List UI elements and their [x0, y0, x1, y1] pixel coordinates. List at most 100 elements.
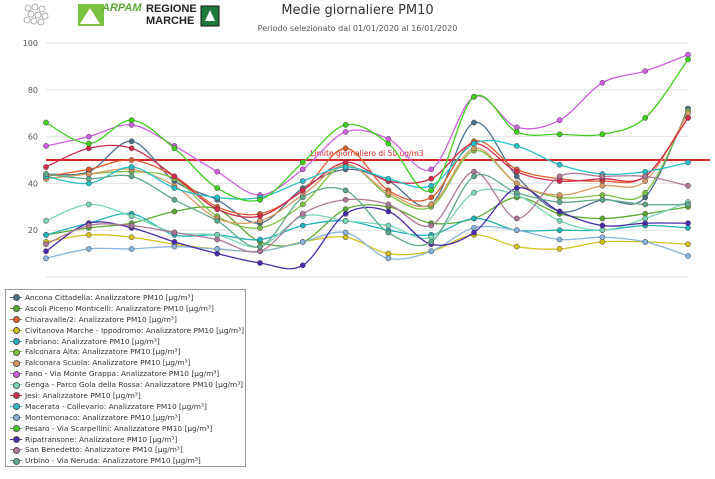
arpam-logo-icon — [78, 4, 104, 26]
data-point-14-3 — [171, 229, 178, 236]
data-point-7-6 — [299, 166, 306, 173]
series-line-8 — [45, 188, 689, 248]
legend-item-6[interactable]: Falconara Scuola: Analizzatore PM10 [μg/… — [10, 357, 241, 368]
data-point-9-9 — [428, 175, 435, 182]
data-point-9-15 — [685, 115, 691, 121]
legend-item-15[interactable]: Urbino - Via Neruda: Analizzatore PM10 [… — [10, 455, 241, 466]
legend-label: Jesi: Analizzatore PM10 [μg/m³] — [25, 390, 141, 400]
data-point-2-7 — [342, 145, 349, 152]
data-point-7-7 — [342, 129, 349, 135]
legend-item-5[interactable]: Falconara Alta: Analizzatore PM10 [μg/m³… — [10, 346, 241, 357]
data-point-15-0 — [43, 171, 49, 177]
data-point-2-1 — [85, 166, 92, 173]
series-line-5 — [45, 110, 689, 229]
data-point-13-12 — [556, 208, 563, 215]
legend-item-13[interactable]: Ripatransone: Analizzatore PM10 [μg/m³] — [10, 434, 241, 445]
logo-area: ARPAM REGIONE MARCHE — [22, 2, 222, 34]
data-point-0-11 — [513, 173, 520, 180]
data-point-6-1 — [85, 171, 92, 177]
data-point-15-3 — [171, 196, 178, 203]
legend-item-9[interactable]: Jesi: Analizzatore PM10 [μg/m³] — [10, 390, 241, 401]
legend-item-1[interactable]: Ascoli Piceno Monticelli: Analizzatore P… — [10, 303, 241, 314]
data-point-14-5 — [257, 248, 263, 255]
data-point-1-14 — [642, 210, 649, 217]
legend-item-4[interactable]: Fabriano: Analizzatore PM10 [μg/m³] — [10, 336, 241, 347]
legend-item-3[interactable]: Civitanova Marche - Ippodromo: Analizzat… — [10, 325, 244, 336]
data-point-7-15 — [685, 51, 691, 58]
data-point-15-1 — [85, 175, 92, 182]
data-point-14-4 — [214, 236, 221, 243]
data-point-12-3 — [171, 145, 178, 152]
legend-label: Falconara Alta: Analizzatore PM10 [μg/m³… — [25, 347, 181, 357]
data-point-4-10 — [471, 215, 477, 222]
data-point-12-15 — [685, 56, 691, 63]
data-point-15-2 — [128, 173, 135, 180]
data-point-9-5 — [257, 213, 263, 220]
series-layer — [43, 51, 691, 270]
data-point-13-3 — [171, 239, 178, 245]
legend-label: Ascoli Piceno Monticelli: Analizzatore P… — [25, 303, 214, 313]
data-point-14-12 — [556, 173, 563, 180]
legend-marker-icon — [10, 315, 22, 324]
data-point-9-12 — [556, 178, 563, 184]
data-point-13-5 — [257, 260, 263, 266]
data-point-12-13 — [599, 131, 606, 138]
data-point-0-14 — [642, 194, 649, 201]
y-tick-label-40: 40 — [28, 179, 38, 188]
data-point-6-10 — [471, 145, 477, 152]
data-point-0-2 — [128, 138, 135, 145]
data-point-2-9 — [428, 194, 435, 201]
series-line-10 — [45, 139, 689, 200]
data-point-5-13 — [599, 192, 606, 198]
data-point-15-10 — [471, 173, 477, 180]
legend-item-7[interactable]: Fano - Via Monte Grappa: Analizzatore PM… — [10, 368, 241, 379]
data-point-14-9 — [428, 222, 435, 229]
data-point-13-8 — [385, 208, 392, 215]
legend-label: Fabriano: Analizzatore PM10 [μg/m³] — [25, 336, 160, 346]
data-point-14-14 — [642, 173, 649, 180]
regione-logo-text: REGIONE — [146, 3, 197, 15]
data-point-10-12 — [556, 161, 563, 168]
legend-marker-icon — [10, 457, 22, 465]
data-point-14-10 — [471, 168, 477, 175]
data-point-14-6 — [299, 210, 306, 217]
legend-item-8[interactable]: Genga - Parco Gola della Rossa: Analizza… — [10, 379, 243, 390]
series-11 — [43, 225, 691, 262]
legend-item-11[interactable]: Montemonaco: Analizzatore PM10 [μg/m³] — [10, 412, 241, 423]
arpam-logo-text: ARPAM — [102, 2, 142, 14]
legend-marker-icon — [10, 424, 22, 433]
legend-item-0[interactable]: Ancona Cittadella: Analizzatore PM10 [μg… — [10, 292, 241, 303]
data-point-14-11 — [513, 215, 520, 222]
legend-label: Falconara Scuola: Analizzatore PM10 [μg/… — [25, 358, 191, 368]
data-point-13-10 — [471, 229, 477, 236]
legend-item-2[interactable]: Chiaravalle/2: Analizzatore PM10 [μg/m³] — [10, 314, 241, 325]
legend-item-14[interactable]: San Benedetto: Analizzatore PM10 [μg/m³] — [10, 444, 241, 455]
legend-label: Macerata - Collevario: Analizzatore PM10… — [25, 401, 207, 411]
data-point-8-0 — [43, 217, 49, 224]
data-point-7-4 — [214, 168, 221, 175]
series-line-9 — [45, 117, 689, 218]
data-point-15-7 — [342, 187, 349, 194]
legend-item-12[interactable]: Pesaro - Via Scarpellini: Analizzatore P… — [10, 423, 241, 434]
data-point-4-12 — [556, 227, 563, 234]
y-tick-label-80: 80 — [28, 86, 38, 95]
data-point-5-14 — [642, 189, 649, 196]
series-14 — [43, 168, 691, 255]
series-3 — [43, 232, 691, 257]
data-point-10-15 — [685, 159, 691, 166]
data-point-12-10 — [471, 93, 477, 100]
data-point-11-6 — [299, 239, 306, 245]
data-point-11-7 — [342, 229, 349, 236]
y-axis: 20 40 60 80 100 — [23, 39, 38, 235]
data-point-13-14 — [642, 220, 649, 227]
data-point-8-7 — [342, 217, 349, 224]
data-point-8-1 — [85, 201, 92, 208]
data-point-14-2 — [128, 222, 135, 229]
series-8 — [43, 188, 691, 250]
data-point-13-6 — [299, 262, 306, 269]
data-point-9-7 — [342, 159, 349, 166]
data-point-5-6 — [299, 201, 306, 208]
data-point-6-5 — [257, 217, 263, 224]
legend-item-10[interactable]: Macerata - Collevario: Analizzatore PM10… — [10, 401, 241, 412]
legend-marker-icon — [10, 348, 22, 356]
